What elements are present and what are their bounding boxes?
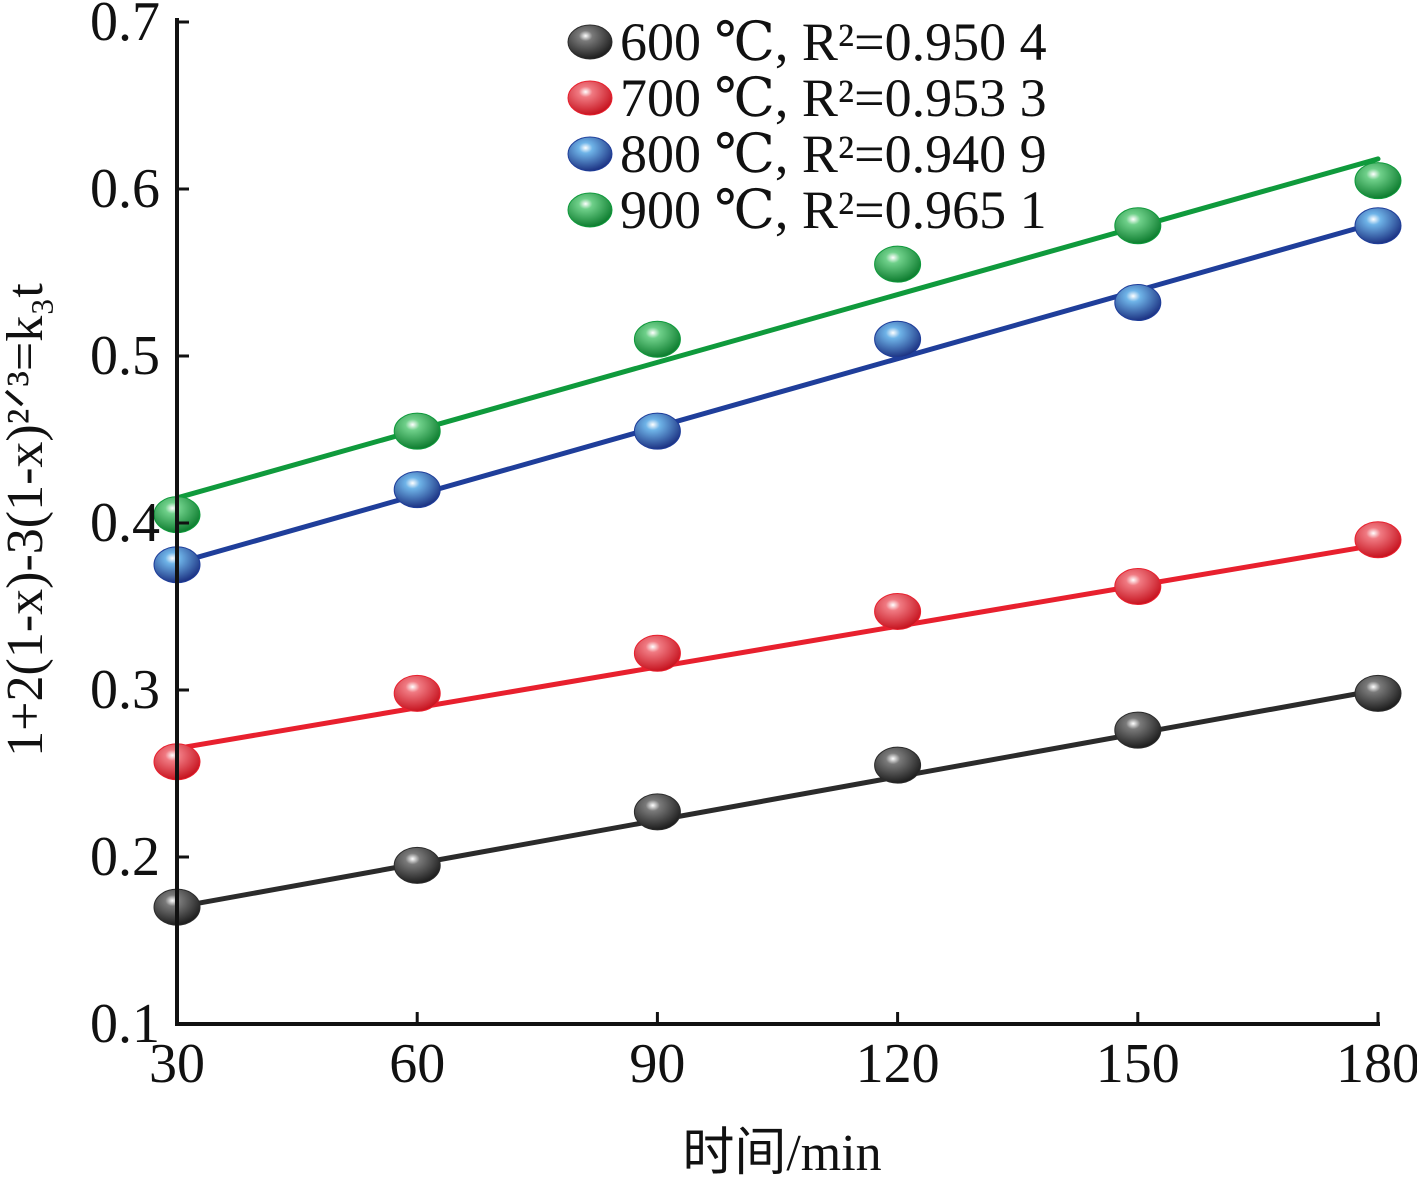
data-markers — [153, 162, 1402, 926]
data-point-series-1 — [874, 593, 922, 631]
y-tick-label: 0.4 — [90, 492, 160, 554]
x-tick-label: 60 — [389, 1033, 445, 1095]
data-point-series-1 — [1114, 567, 1162, 605]
x-tick-label: 120 — [856, 1033, 940, 1095]
legend-label: 800 ℃, R²=0.940 9 — [620, 124, 1047, 184]
fit-line-series-0 — [174, 687, 1381, 910]
data-point-series-3 — [633, 320, 681, 358]
legend-marker — [567, 192, 613, 228]
fit-lines — [174, 156, 1381, 910]
x-tick-label: 30 — [149, 1033, 205, 1095]
data-point-series-2 — [874, 320, 922, 358]
data-point-series-1 — [633, 634, 681, 672]
data-point-series-0 — [633, 793, 681, 831]
y-tick-label: 0.2 — [90, 826, 160, 888]
y-tick-label: 0.1 — [90, 993, 160, 1055]
x-tick-label: 90 — [629, 1033, 685, 1095]
fit-line-series-2 — [174, 219, 1381, 566]
legend-label: 900 ℃, R²=0.965 1 — [620, 180, 1047, 240]
x-tick-label: 180 — [1336, 1033, 1417, 1095]
data-point-series-1 — [393, 674, 441, 712]
y-tick-label: 0.6 — [90, 158, 160, 220]
y-ticks: 0.1 0.2 0.3 0.4 0.5 0.6 0.7 — [90, 0, 189, 1055]
legend-label: 700 ℃, R²=0.953 3 — [620, 68, 1047, 128]
data-point-series-0 — [1354, 674, 1402, 712]
data-point-series-0 — [874, 746, 922, 784]
data-point-series-3 — [1114, 207, 1162, 245]
legend-marker — [567, 80, 613, 116]
y-tick-label: 0.5 — [90, 325, 160, 387]
data-point-series-2 — [633, 412, 681, 450]
x-ticks: 30 60 90 120 150 180 — [149, 1012, 1417, 1095]
data-point-series-0 — [393, 846, 441, 884]
data-point-series-0 — [1114, 711, 1162, 749]
x-axis-title: 时间/min — [682, 1125, 881, 1181]
fit-line-series-1 — [174, 542, 1381, 751]
data-point-series-2 — [393, 471, 441, 509]
x-tick-label: 150 — [1096, 1033, 1180, 1095]
data-point-series-2 — [1114, 284, 1162, 322]
y-axis-title: 1+2(1-x)-3(1-x)²ᐟ³=k₃t — [0, 283, 54, 757]
fit-line-series-3 — [174, 156, 1381, 501]
legend-label: 600 ℃, R²=0.950 4 — [620, 12, 1047, 72]
legend-marker — [567, 136, 613, 172]
y-tick-label: 0.7 — [90, 0, 160, 53]
data-point-series-2 — [1354, 207, 1402, 245]
legend-marker — [567, 24, 613, 60]
data-point-series-3 — [393, 412, 441, 450]
y-tick-label: 0.3 — [90, 659, 160, 721]
data-point-series-3 — [874, 245, 922, 283]
data-point-series-3 — [1354, 162, 1402, 200]
data-point-series-1 — [1354, 521, 1402, 559]
